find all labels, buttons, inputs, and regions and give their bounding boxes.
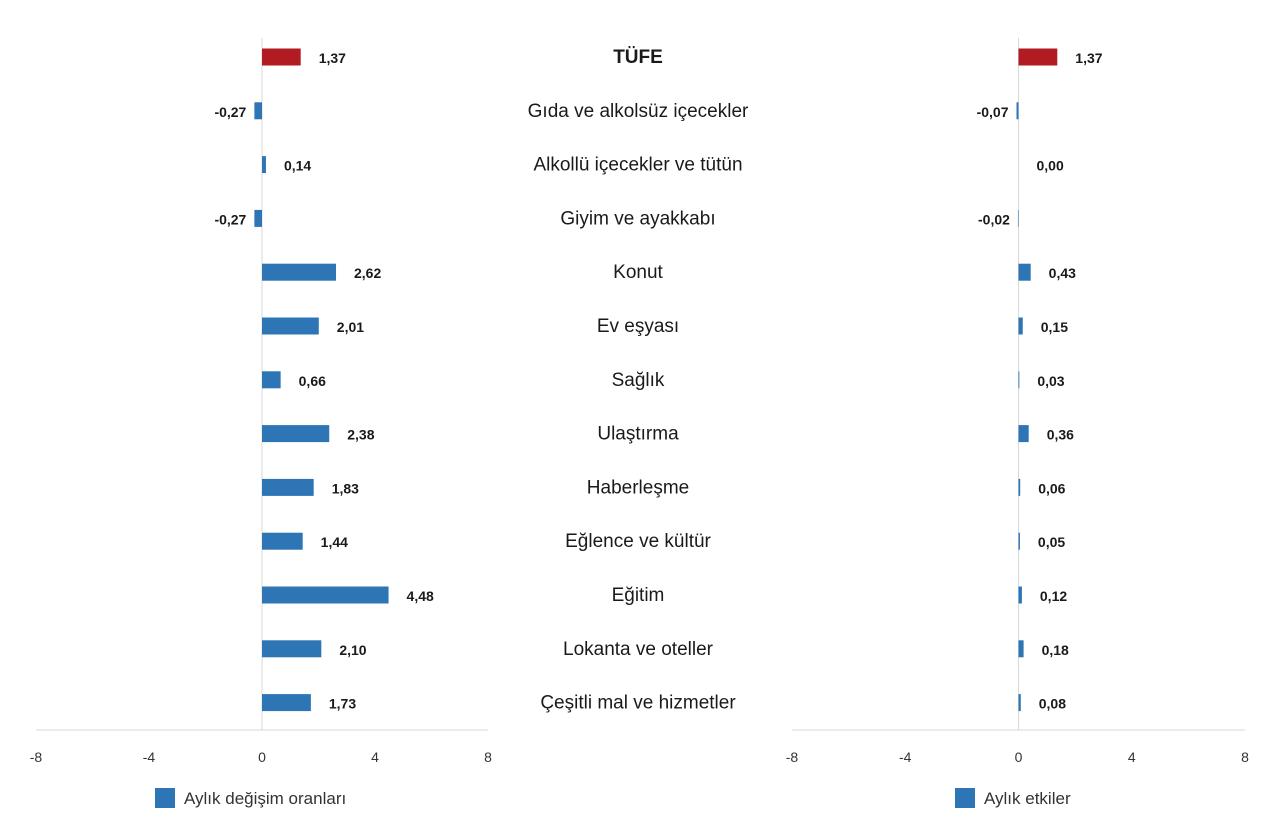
category-label: Eğitim — [612, 585, 665, 606]
right-value-label: -0,07 — [977, 104, 1009, 120]
right-value-label: 0,03 — [1037, 373, 1064, 389]
left-bar — [262, 586, 389, 604]
right-value-label: 0,08 — [1039, 696, 1066, 712]
left-panel-monthly-change: -8 -4 0 4 8 1,37 -0,27 0,14 -0,27 2,62 2,01 0,66 2,3… — [30, 38, 492, 808]
left-bar — [262, 371, 281, 389]
left-value-label: 0,66 — [299, 373, 326, 389]
right-bar — [1018, 586, 1022, 604]
left-bar — [262, 640, 322, 658]
left-value-label: -0,27 — [214, 104, 246, 120]
left-value-label: 4,48 — [407, 588, 434, 604]
left-bar — [262, 263, 337, 281]
category-labels: TÜFE Gıda ve alkolsüz içecekler Alkollü iç… — [528, 47, 749, 714]
left-bar — [262, 48, 301, 66]
category-label: Lokanta ve oteller — [563, 639, 714, 660]
category-label: Giyim ve ayakkabı — [560, 208, 715, 229]
left-value-label: -0,27 — [214, 211, 246, 227]
left-value-label: 1,37 — [319, 50, 346, 66]
category-label: Sağlık — [612, 370, 665, 391]
right-bar — [1018, 532, 1020, 550]
category-label: Eğlence ve kültür — [565, 531, 711, 552]
right-value-label: 0,05 — [1038, 534, 1065, 550]
right-legend-swatch — [955, 788, 975, 808]
left-value-label: 0,14 — [284, 158, 311, 174]
right-value-label: 0,43 — [1049, 265, 1076, 281]
left-bar — [254, 209, 262, 227]
left-bar — [262, 532, 303, 550]
right-value-label: 0,18 — [1042, 642, 1069, 658]
left-tick-label: 4 — [371, 749, 379, 765]
left-bar — [254, 102, 262, 120]
left-legend-label: Aylık değişim oranları — [184, 789, 346, 808]
left-bar — [262, 425, 330, 443]
right-bar — [1018, 263, 1031, 281]
right-tick-label: -4 — [899, 749, 912, 765]
left-value-label: 2,38 — [347, 427, 374, 443]
left-bar — [262, 317, 319, 335]
left-tick-label: -4 — [143, 749, 156, 765]
right-legend-label: Aylık etkiler — [984, 789, 1071, 808]
category-label: Alkollü içecekler ve tütün — [533, 155, 742, 176]
category-label: Ev eşyası — [597, 316, 679, 337]
right-value-label: 1,37 — [1075, 50, 1102, 66]
right-value-label: 0,15 — [1041, 319, 1068, 335]
left-bar — [262, 694, 311, 712]
right-panel-monthly-effect: -8 -4 0 4 8 1,37 -0,07 0,00 -0,02 0,43 0,15 0,03 0,3… — [786, 38, 1249, 808]
category-label: Gıda ve alkolsüz içecekler — [528, 101, 749, 122]
left-bar — [262, 478, 314, 496]
category-label: Konut — [613, 262, 663, 283]
left-tick-label: -8 — [30, 749, 43, 765]
right-bar — [1018, 317, 1023, 335]
right-bar — [1018, 425, 1029, 443]
category-label: Ulaştırma — [597, 424, 679, 445]
right-tick-label: 4 — [1128, 749, 1136, 765]
left-value-label: 2,10 — [339, 642, 366, 658]
right-tick-label: 0 — [1015, 749, 1023, 765]
right-bar — [1017, 209, 1019, 227]
left-tick-label: 0 — [258, 749, 266, 765]
left-value-label: 2,01 — [337, 319, 364, 335]
right-value-label: -0,02 — [978, 211, 1010, 227]
right-bar — [1018, 694, 1021, 712]
left-value-label: 1,44 — [321, 534, 348, 550]
right-bar — [1018, 478, 1021, 496]
left-legend-swatch — [155, 788, 175, 808]
right-bar — [1018, 371, 1020, 389]
left-bar — [262, 156, 266, 174]
right-value-label: 0,12 — [1040, 588, 1067, 604]
category-label: Çeşitli mal ve hizmetler — [540, 693, 736, 714]
right-value-label: 0,00 — [1037, 158, 1064, 174]
left-tick-label: 8 — [484, 749, 492, 765]
right-tick-label: 8 — [1241, 749, 1249, 765]
right-value-label: 0,36 — [1047, 427, 1074, 443]
left-value-label: 2,62 — [354, 265, 381, 281]
left-value-label: 1,83 — [332, 480, 359, 496]
category-label: Haberleşme — [587, 477, 689, 498]
right-tick-label: -8 — [786, 749, 799, 765]
right-bar — [1018, 48, 1058, 66]
right-bar — [1018, 640, 1024, 658]
right-bar — [1016, 102, 1019, 120]
category-label: TÜFE — [613, 47, 663, 68]
right-value-label: 0,06 — [1038, 480, 1065, 496]
left-value-label: 1,73 — [329, 696, 356, 712]
